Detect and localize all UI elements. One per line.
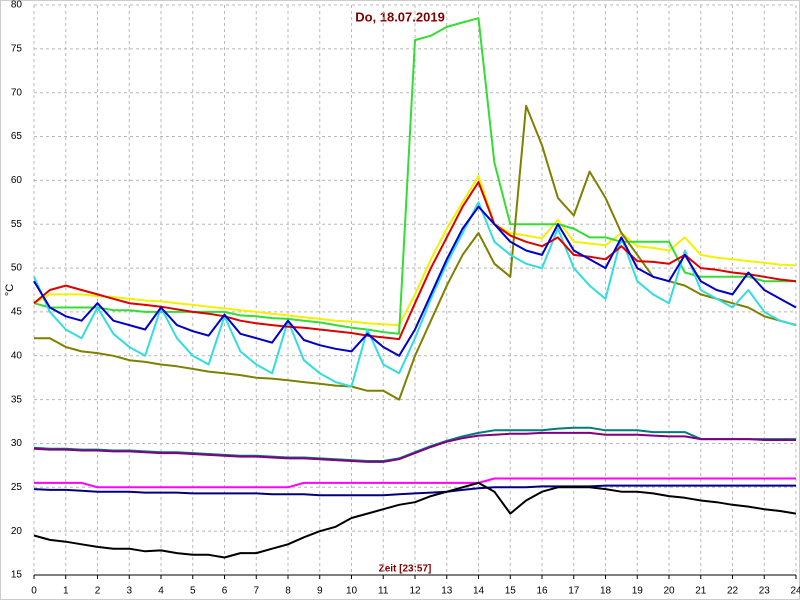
x-tick-label: 15 bbox=[505, 586, 517, 597]
x-tick-label: 0 bbox=[31, 586, 37, 597]
y-tick-label: 45 bbox=[11, 307, 23, 318]
x-tick-label: 8 bbox=[285, 586, 291, 597]
x-tick-label: 22 bbox=[727, 586, 739, 597]
series-line bbox=[33, 17, 796, 335]
series-line bbox=[33, 205, 797, 357]
x-tick-label: 21 bbox=[695, 586, 707, 597]
y-tick-label: 25 bbox=[11, 482, 23, 493]
x-tick-label: 11 bbox=[378, 586, 389, 597]
x-tick-label: 13 bbox=[441, 586, 453, 597]
x-tick-label: 7 bbox=[253, 586, 259, 597]
x-tick-label: 1 bbox=[63, 586, 69, 597]
x-tick-label: 12 bbox=[409, 586, 421, 597]
y-tick-label: 35 bbox=[11, 394, 23, 405]
x-tick-label: 5 bbox=[190, 586, 196, 597]
series-line bbox=[33, 481, 797, 559]
y-tick-label: 30 bbox=[11, 438, 23, 449]
series-line bbox=[33, 175, 797, 327]
y-tick-label: 50 bbox=[11, 263, 23, 274]
series-line bbox=[33, 431, 796, 463]
series-line bbox=[33, 484, 796, 497]
chart-title: Do, 18.07.2019 bbox=[355, 9, 445, 24]
x-tick-label: 4 bbox=[158, 586, 164, 597]
x-tick-label: 20 bbox=[663, 586, 675, 597]
y-tick-label: 40 bbox=[11, 350, 23, 361]
x-tick-label: 19 bbox=[632, 586, 644, 597]
y-tick-label: 75 bbox=[11, 43, 23, 54]
y-tick-label: 20 bbox=[11, 526, 23, 537]
y-tick-label: 60 bbox=[11, 175, 23, 186]
x-axis-label: Zeit [23:57] bbox=[379, 564, 432, 575]
x-tick-label: 2 bbox=[95, 586, 101, 597]
series-line bbox=[34, 477, 796, 489]
x-tick-label: 14 bbox=[473, 586, 485, 597]
x-tick-label: 17 bbox=[568, 586, 580, 597]
x-tick-label: 18 bbox=[600, 586, 612, 597]
y-tick-label: 15 bbox=[11, 570, 23, 581]
x-tick-label: 16 bbox=[536, 586, 548, 597]
x-tick-label: 10 bbox=[346, 586, 358, 597]
x-tick-label: 23 bbox=[759, 586, 771, 597]
x-tick-label: 6 bbox=[222, 586, 228, 597]
y-axis-label: °C bbox=[4, 284, 16, 296]
y-tick-label: 70 bbox=[11, 87, 23, 98]
x-tick-label: 9 bbox=[317, 586, 323, 597]
x-tick-label: 24 bbox=[790, 586, 800, 597]
y-tick-label: 65 bbox=[11, 131, 23, 142]
y-tick-label: 80 bbox=[11, 0, 23, 11]
y-tick-label: 55 bbox=[11, 219, 23, 230]
x-tick-label: 3 bbox=[126, 586, 132, 597]
